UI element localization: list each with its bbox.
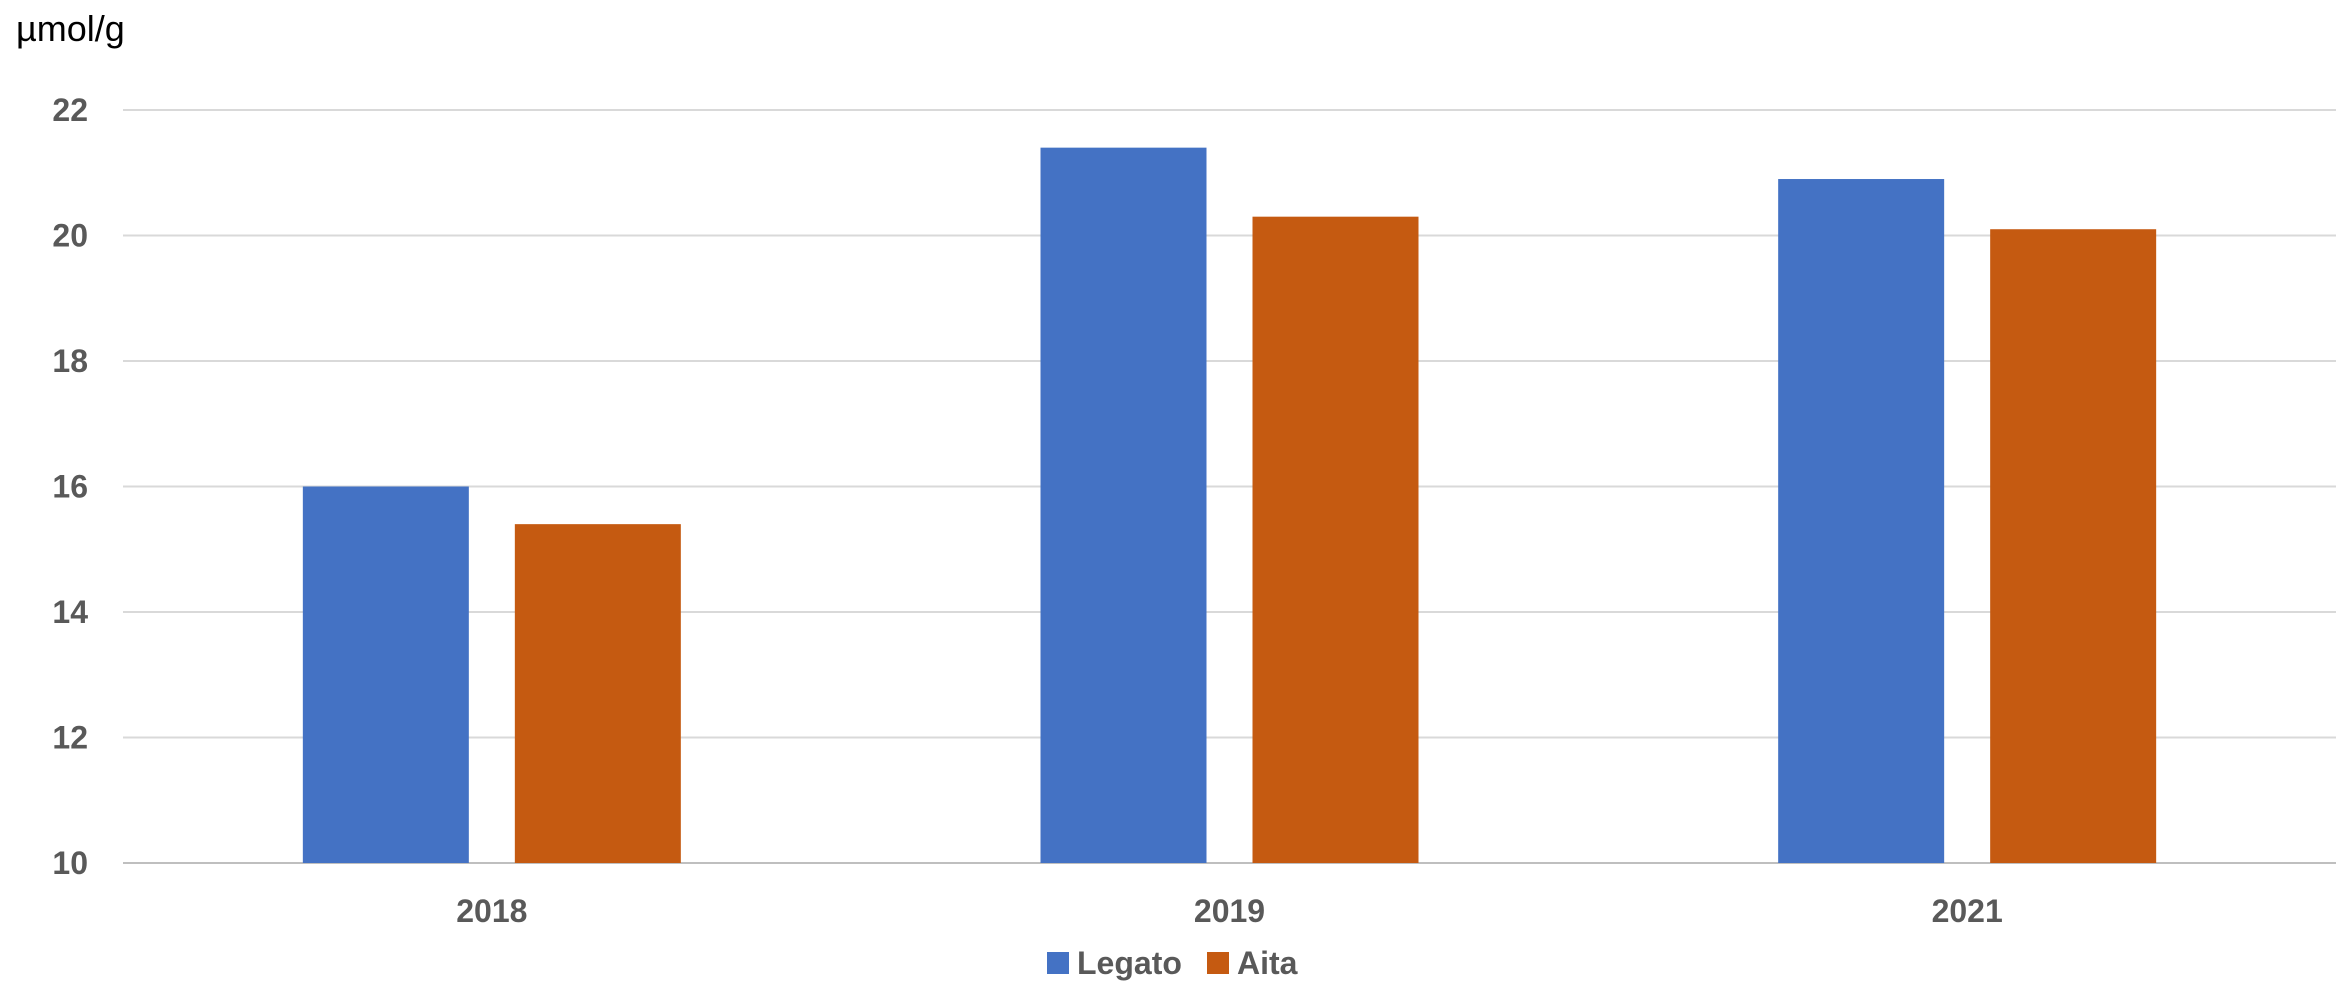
legend: Legato Aita — [1047, 945, 1298, 981]
x-axis-ticks: 2018 2019 2021 — [456, 893, 2003, 929]
bar-aita-2021 — [1990, 229, 2157, 864]
bar-legato-2021 — [1778, 179, 1945, 863]
y-tick-label: 14 — [52, 594, 88, 630]
legend-label-aita: Aita — [1237, 945, 1298, 981]
bar-legato-2019 — [1040, 147, 1207, 863]
y-tick-label: 22 — [52, 92, 88, 128]
y-tick-label: 18 — [52, 343, 88, 379]
bar-legato-2018 — [302, 486, 469, 863]
bars — [302, 147, 2157, 864]
x-tick-label: 2021 — [1932, 893, 2003, 929]
y-axis-ticks: 10 12 14 16 18 20 22 — [52, 92, 88, 881]
gridlines — [123, 109, 2336, 864]
x-tick-label: 2018 — [456, 893, 527, 929]
legend-label-legato: Legato — [1077, 945, 1182, 981]
legend-swatch-legato — [1047, 952, 1069, 974]
bar-aita-2018 — [514, 524, 681, 863]
bar-aita-2019 — [1252, 216, 1419, 864]
y-tick-label: 12 — [52, 720, 88, 756]
y-tick-label: 10 — [52, 845, 88, 881]
y-tick-label: 20 — [52, 218, 88, 254]
y-axis-unit-label: µmol/g — [16, 8, 125, 49]
legend-swatch-aita — [1207, 952, 1229, 974]
x-tick-label: 2019 — [1194, 893, 1265, 929]
y-tick-label: 16 — [52, 469, 88, 505]
